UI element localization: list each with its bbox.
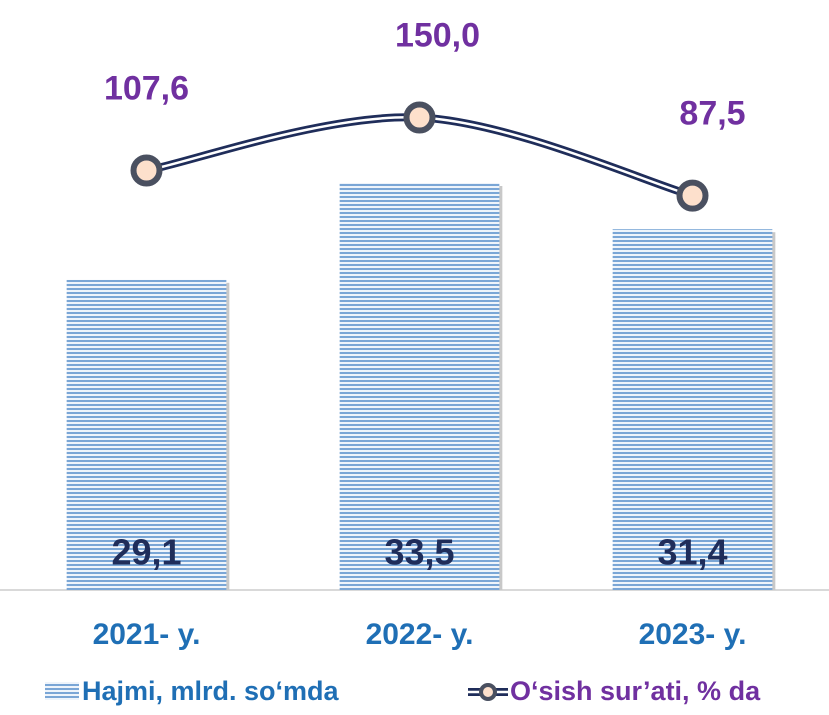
line-marker xyxy=(403,101,436,134)
legend-marker xyxy=(479,683,497,701)
legend-swatch xyxy=(45,682,79,700)
bar xyxy=(66,279,227,590)
bar-value-label: 31,4 xyxy=(657,532,727,573)
line-value-label: 107,6 xyxy=(104,69,189,107)
bar xyxy=(612,229,773,590)
line-value-label: 150,0 xyxy=(395,16,480,54)
bar xyxy=(339,183,500,590)
legend-label: Hajmi, mlrd. so‘mda xyxy=(82,676,340,706)
x-tick-label: 2021- y. xyxy=(93,618,201,651)
x-tick-label: 2022- y. xyxy=(366,618,474,651)
line-marker xyxy=(676,179,709,212)
bar-value-label: 29,1 xyxy=(111,532,181,573)
bar-value-label: 33,5 xyxy=(384,532,454,573)
line-value-label: 87,5 xyxy=(679,95,745,133)
x-tick-label: 2023- y. xyxy=(639,618,747,651)
legend-label: O‘sish sur’ati, % da xyxy=(510,676,761,706)
line-marker xyxy=(130,154,163,187)
